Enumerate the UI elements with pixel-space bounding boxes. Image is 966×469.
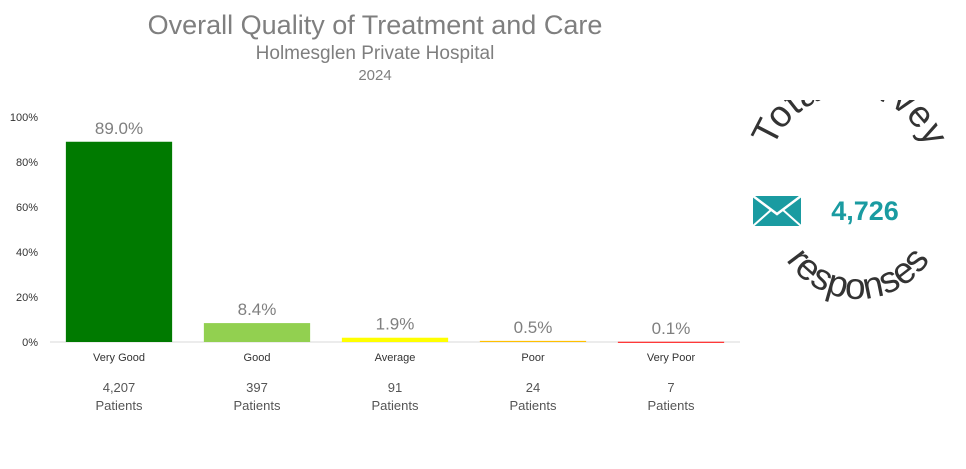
patient-count: 91 — [388, 380, 402, 395]
patient-count-unit: Patients — [510, 398, 557, 413]
bars: 89.0% Very Good 4,207 Patients 8.4% Good 397 Pa… — [65, 119, 725, 413]
total-survey-badge: Total survey responses 4,726 — [744, 100, 957, 307]
y-tick-label: 40% — [16, 247, 38, 259]
bar — [617, 341, 725, 343]
y-tick-label: 0% — [22, 337, 38, 349]
bar-chart: 0% 20% 40% 60% 80% 100% 89.0% Very Good 4,207 Pa… — [10, 112, 740, 413]
badge-top-text: Total survey — [744, 100, 957, 152]
envelope-icon — [752, 195, 802, 227]
patient-count-unit: Patients — [372, 398, 419, 413]
bar — [341, 337, 449, 342]
patient-count-unit: Patients — [96, 398, 143, 413]
bar-value-label: 8.4% — [238, 300, 277, 319]
patient-count-unit: Patients — [648, 398, 695, 413]
y-axis: 0% 20% 40% 60% 80% 100% — [10, 112, 38, 349]
chart-title: Overall Quality of Treatment and Care — [147, 10, 603, 40]
patient-count-unit: Patients — [234, 398, 281, 413]
y-tick-label: 80% — [16, 157, 38, 169]
chart-year: 2024 — [358, 67, 392, 84]
bar-value-label: 0.5% — [514, 318, 553, 337]
badge-bottom-text: responses — [779, 239, 936, 307]
bar-value-label: 1.9% — [376, 315, 415, 334]
y-tick-label: 100% — [10, 112, 38, 124]
patient-count: 24 — [526, 380, 540, 395]
bar-value-label: 0.1% — [652, 319, 691, 338]
bar-value-label: 89.0% — [95, 119, 143, 138]
x-tick-label: Good — [244, 352, 271, 364]
y-tick-label: 60% — [16, 202, 38, 214]
patient-count: 397 — [246, 380, 268, 395]
x-tick-label: Poor — [521, 352, 545, 364]
bar — [203, 323, 311, 342]
bar — [65, 141, 173, 342]
x-tick-label: Very Poor — [647, 352, 696, 364]
x-tick-label: Very Good — [93, 352, 145, 364]
chart-subtitle: Holmesglen Private Hospital — [255, 43, 495, 64]
total-responses-value: 4,726 — [831, 196, 899, 226]
patient-count: 7 — [667, 380, 674, 395]
y-tick-label: 20% — [16, 292, 38, 304]
x-tick-label: Average — [375, 352, 416, 364]
bar — [479, 340, 587, 342]
patient-count: 4,207 — [103, 380, 136, 395]
